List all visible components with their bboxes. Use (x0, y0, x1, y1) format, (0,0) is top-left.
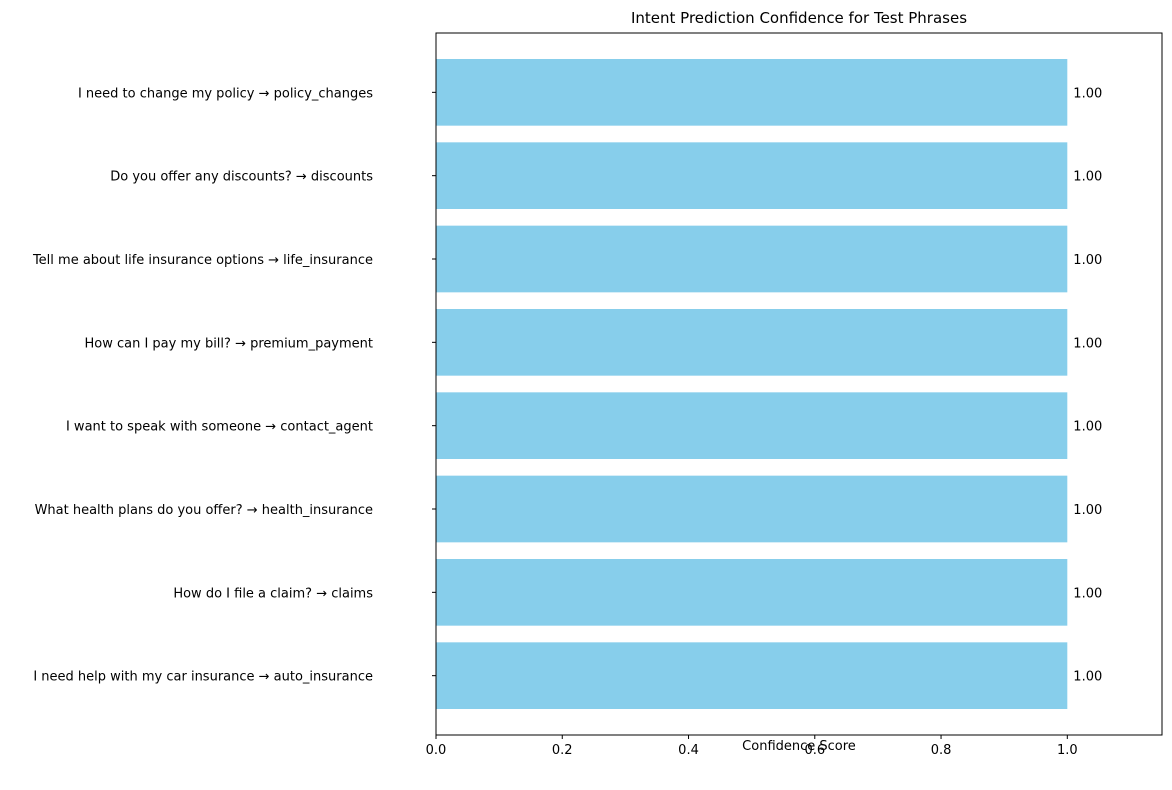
bar (436, 642, 1068, 709)
axes-frame (435, 32, 1163, 736)
data-label: 1.00 (1073, 253, 1102, 268)
bar (436, 59, 1068, 126)
bar (436, 475, 1068, 543)
x-tick-label: 0.4 (678, 743, 699, 758)
x-tick-label: 0.2 (552, 743, 573, 758)
data-label: 1.00 (1073, 86, 1102, 101)
bar (436, 142, 1068, 209)
x-axis-label: Confidence Score (742, 739, 856, 754)
y-tick-label: I need help with my car insurance → auto… (33, 670, 373, 685)
bar (436, 392, 1068, 459)
data-label: 1.00 (1073, 670, 1102, 685)
y-tick-label: How do I file a claim? → claims (173, 586, 373, 601)
y-tick-label: How can I pay my bill? → premium_payment (84, 336, 373, 351)
y-tick-label: I need to change my policy → policy_chan… (78, 86, 373, 101)
data-label: 1.00 (1073, 336, 1102, 351)
plot-area: I need help with my car insurance → auto… (32, 32, 1163, 758)
x-tick-label: 0.8 (931, 743, 952, 758)
bar (436, 559, 1068, 626)
bar (436, 309, 1068, 376)
y-tick-label: Tell me about life insurance options → l… (32, 253, 373, 268)
y-tick-label: Do you offer any discounts? → discounts (110, 170, 373, 185)
data-label: 1.00 (1073, 170, 1102, 185)
x-tick-label: 0.0 (426, 743, 447, 758)
x-tick-label: 1.0 (1057, 743, 1078, 758)
x-tick-label: 0.6 (804, 743, 825, 758)
bar (436, 225, 1068, 293)
data-label: 1.00 (1073, 503, 1102, 518)
data-label: 1.00 (1073, 420, 1102, 435)
y-tick-label: I want to speak with someone → contact_a… (66, 420, 373, 435)
data-label: 1.00 (1073, 586, 1102, 601)
y-tick-label: What health plans do you offer? → health… (35, 503, 373, 518)
chart-title: Intent Prediction Confidence for Test Ph… (631, 9, 967, 27)
